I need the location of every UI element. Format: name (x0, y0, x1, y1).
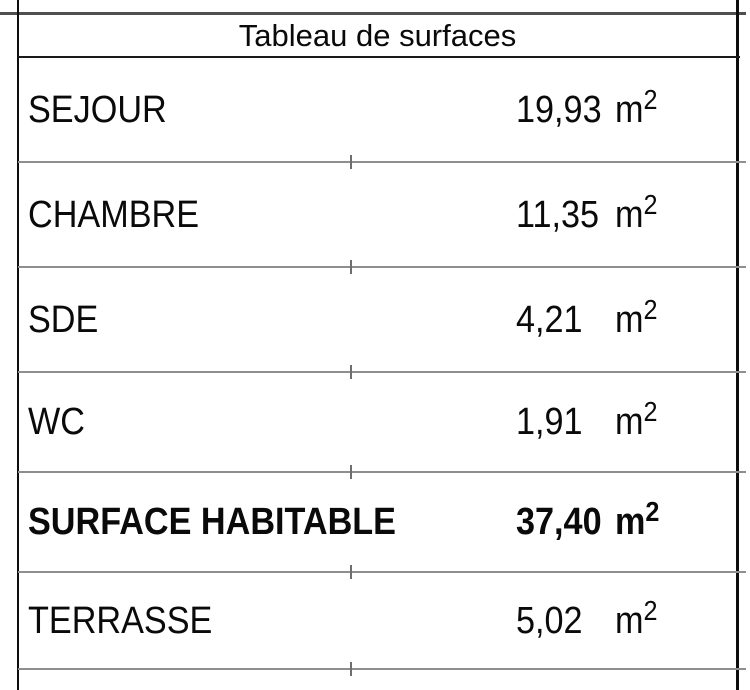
column-tick (350, 155, 352, 169)
area-value: 4,21 (516, 298, 583, 341)
area-unit: m2 (615, 188, 658, 236)
column-tick (350, 465, 352, 479)
row-divider (18, 161, 746, 163)
row-divider (18, 571, 746, 573)
table-row-sejour: SEJOUR 19,93 m2 (18, 57, 737, 162)
table-row-sde: SDE 4,21 m2 (18, 267, 737, 372)
table-left-border (17, 0, 19, 690)
row-divider (18, 471, 746, 473)
row-divider (18, 371, 746, 373)
room-label: SEJOUR (28, 88, 167, 131)
table-top-border (0, 12, 746, 15)
area-value: 1,91 (516, 401, 583, 443)
column-tick (350, 565, 352, 579)
area-value: 11,35 (516, 193, 600, 236)
area-value: 37,40 (516, 501, 602, 543)
column-tick (350, 365, 352, 379)
area-unit: m2 (615, 293, 658, 341)
area-value: 5,02 (516, 599, 583, 642)
area-value: 19,93 (516, 88, 602, 131)
area-unit: m2 (615, 83, 658, 131)
row-divider (18, 266, 746, 268)
area-unit: m2 (615, 396, 658, 443)
header-divider (18, 56, 740, 58)
area-unit: m2 (615, 594, 658, 642)
column-tick (350, 260, 352, 274)
area-unit: m2 (615, 496, 660, 543)
table-title: Tableau de surfaces (238, 17, 517, 53)
room-label: CHAMBRE (28, 193, 200, 236)
room-label: SDE (28, 298, 99, 341)
column-tick (350, 662, 352, 676)
table-header: Tableau de surfaces (18, 15, 737, 56)
room-label: TERRASSE (28, 599, 213, 642)
room-label: WC (28, 401, 85, 443)
table-row-surface-habitable: SURFACE HABITABLE 37,40 m2 (18, 472, 737, 572)
row-divider (18, 668, 746, 670)
table-right-border (736, 0, 739, 690)
table-row-chambre: CHAMBRE 11,35 m2 (18, 162, 737, 267)
table-row-terrasse: TERRASSE 5,02 m2 (18, 572, 737, 669)
room-label: SURFACE HABITABLE (28, 501, 396, 543)
table-row-wc: WC 1,91 m2 (18, 372, 737, 472)
